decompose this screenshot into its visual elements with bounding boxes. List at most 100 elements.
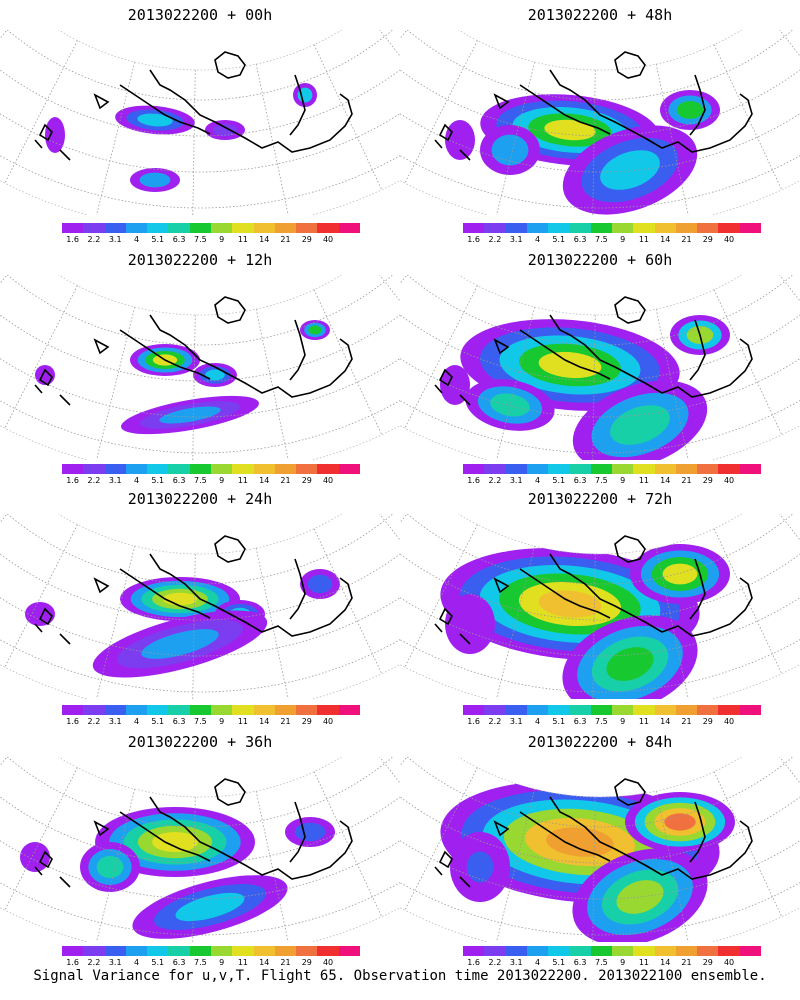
colorbar-swatch <box>633 705 655 715</box>
colorbar-tick-label: 14 <box>660 958 671 967</box>
colorbar-tick-label: 7.5 <box>193 958 207 967</box>
colorbar-swatch <box>697 223 719 233</box>
colorbar-swatch <box>633 946 655 956</box>
colorbar-tick-label: 4 <box>133 958 140 967</box>
colorbar-tick-label: 40 <box>322 476 334 485</box>
colorbar-tick-label: 40 <box>723 235 735 244</box>
colorbar-swatch <box>296 464 318 474</box>
colorbar-swatch <box>611 464 634 474</box>
colorbar-ticks-12h: 1.6 2.2 3.1 4 5.1 6.3 7.5 9 11 14 21 29 40 <box>62 476 360 486</box>
colorbar-swatch <box>675 705 698 715</box>
colorbar-tick-label: 4 <box>133 717 140 726</box>
colorbar-tick-label: 3.1 <box>108 717 122 726</box>
colorbar-swatch <box>83 223 105 233</box>
map-outline <box>0 514 400 699</box>
colorbar-swatch <box>697 464 719 474</box>
colorbar-tick-label: 6.3 <box>172 717 186 726</box>
colorbar-swatch <box>590 946 612 956</box>
colorbar-tick-label: 9 <box>620 958 626 967</box>
colorbar-tick-label: 29 <box>301 235 312 244</box>
colorbar-swatch <box>210 946 233 956</box>
colorbar-swatch <box>675 223 698 233</box>
colorbar-swatch <box>317 946 339 956</box>
colorbar-swatch <box>253 223 275 233</box>
colorbar-swatch <box>338 946 360 956</box>
colorbar-swatch <box>484 464 506 474</box>
colorbar-swatch <box>83 705 105 715</box>
colorbar-swatch <box>253 946 275 956</box>
graticule <box>0 514 400 699</box>
graticule <box>400 514 800 699</box>
colorbar-swatch <box>168 946 190 956</box>
colorbar-tick-label: 14 <box>259 235 270 244</box>
field-layer <box>45 83 317 192</box>
colorbar-swatch <box>125 946 148 956</box>
colorbar-swatch <box>569 705 591 715</box>
colorbar-swatch <box>463 223 485 233</box>
colorbar-tick-label: 9 <box>620 235 626 244</box>
colorbar-tick-label: 9 <box>620 717 626 726</box>
field-layer <box>35 320 330 435</box>
colorbar-swatch <box>338 705 360 715</box>
map-outline <box>400 275 800 460</box>
colorbar-tick-label: 14 <box>660 476 671 485</box>
colorbar-tick-label: 9 <box>219 958 225 967</box>
colorbar-swatch <box>590 705 612 715</box>
colorbar-tick-label: 4 <box>133 476 140 485</box>
colorbar-tick-label: 2.2 <box>488 235 502 244</box>
colorbar-24h <box>62 705 360 715</box>
colorbar-tick-label: 2.2 <box>87 717 101 726</box>
colorbar-tick-label: 11 <box>237 717 249 726</box>
map-outline <box>400 30 800 215</box>
colorbar-swatch <box>189 705 211 715</box>
colorbar-swatch <box>104 946 126 956</box>
colorbar-tick-label: 6.3 <box>172 958 186 967</box>
colorbar-72h <box>463 705 761 715</box>
colorbar-00h <box>62 223 360 233</box>
colorbar-tick-label: 40 <box>723 717 735 726</box>
colorbar-swatch <box>189 464 211 474</box>
colorbar-tick-label: 5.1 <box>552 235 566 244</box>
colorbar-swatch <box>147 705 169 715</box>
colorbar-swatch <box>83 946 105 956</box>
colorbar-swatch <box>62 946 84 956</box>
colorbar-swatch <box>210 705 233 715</box>
panel-title-84h: 2013022200 + 84h <box>527 733 673 751</box>
variance-map-12h <box>0 275 400 460</box>
colorbar-60h <box>463 464 761 474</box>
field-layer <box>20 807 335 939</box>
map-outline <box>400 757 800 942</box>
colorbar-tick-label: 29 <box>301 958 312 967</box>
colorbar-tick-label: 1.6 <box>467 958 481 967</box>
colorbar-tick-label: 21 <box>280 476 291 485</box>
colorbar-tick-label: 5.1 <box>151 717 165 726</box>
colorbar-swatch <box>147 223 169 233</box>
colorbar-ticks-60h: 1.6 2.2 3.1 4 5.1 6.3 7.5 9 11 14 21 29 40 <box>463 476 761 486</box>
variance-map-84h <box>400 757 800 942</box>
colorbar-ticks-00h: 1.6 2.2 3.1 4 5.1 6.3 7.5 9 11 14 21 29 40 <box>62 235 360 245</box>
colorbar-tick-label: 1.6 <box>66 717 80 726</box>
panel-title-60h: 2013022200 + 60h <box>527 251 673 269</box>
colorbar-swatch <box>739 705 761 715</box>
colorbar-swatch <box>104 705 126 715</box>
colorbar-swatch <box>189 946 211 956</box>
colorbar-swatch <box>104 464 126 474</box>
colorbar-swatch <box>526 946 549 956</box>
colorbar-swatch <box>125 464 148 474</box>
colorbar-swatch <box>548 464 570 474</box>
colorbar-tick-label: 4 <box>534 476 541 485</box>
colorbar-swatch <box>484 946 506 956</box>
colorbar-swatch <box>633 223 655 233</box>
coastline <box>434 778 753 888</box>
colorbar-tick-label: 11 <box>638 476 650 485</box>
colorbar-ticks-84h: 1.6 2.2 3.1 4 5.1 6.3 7.5 9 11 14 21 29 40 <box>463 958 761 968</box>
variance-map-72h <box>400 514 800 699</box>
colorbar-swatch <box>168 464 190 474</box>
graticule <box>0 275 400 460</box>
colorbar-swatch <box>463 705 485 715</box>
coastline <box>34 296 353 406</box>
colorbar-84h <box>463 946 761 956</box>
colorbar-swatch <box>168 223 190 233</box>
colorbar-ticks-72h: 1.6 2.2 3.1 4 5.1 6.3 7.5 9 11 14 21 29 40 <box>463 717 761 727</box>
field-layer <box>440 780 735 942</box>
